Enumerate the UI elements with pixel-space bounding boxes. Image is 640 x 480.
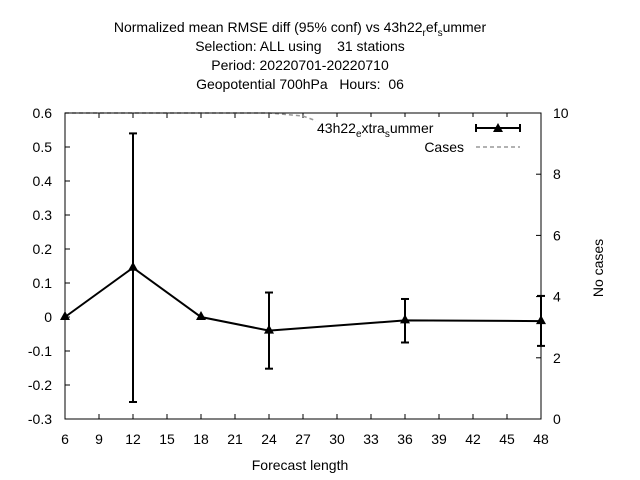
chart-title-line-4: Geopotential 700hPa Hours: 06 — [196, 76, 404, 92]
legend-background — [316, 117, 542, 155]
x-tick-label: 33 — [363, 431, 379, 447]
x-tick-label: 21 — [227, 431, 243, 447]
x-tick-label: 12 — [125, 431, 141, 447]
plot-border — [64, 112, 542, 420]
x-tick-label: 18 — [193, 431, 209, 447]
y-tick-label: -0.2 — [28, 377, 52, 393]
legend-series-marker — [493, 123, 503, 132]
y-tick-label: 0.5 — [33, 139, 53, 155]
y2-tick-label: 4 — [553, 289, 561, 305]
y2-axis-ticks: 0 2 4 6 8 10 — [536, 105, 569, 427]
legend: 43h22extrasummer Cases — [316, 117, 542, 155]
x-tick-label: 15 — [159, 431, 175, 447]
data-point-marker — [264, 324, 274, 334]
x-axis-ticks: 6 9 12 15 18 21 24 27 30 33 36 39 42 45 48 — [61, 113, 549, 447]
x-tick-label: 9 — [95, 431, 103, 447]
y2-tick-label: 8 — [553, 166, 561, 182]
legend-label-cases: Cases — [424, 139, 464, 155]
chart-title-line-2: Selection: ALL using 31 stations — [195, 38, 405, 54]
x-axis-label: Forecast length — [252, 457, 349, 473]
y-tick-label: 0.3 — [33, 207, 53, 223]
x-tick-label: 42 — [465, 431, 481, 447]
x-tick-label: 6 — [61, 431, 69, 447]
x-tick-label: 36 — [397, 431, 413, 447]
y2-tick-label: 2 — [553, 350, 561, 366]
y2-tick-label: 0 — [553, 411, 561, 427]
series-line — [64, 266, 542, 332]
y-tick-label: 0.6 — [33, 105, 53, 121]
x-tick-label: 30 — [329, 431, 345, 447]
y2-axis-label: No cases — [590, 239, 606, 297]
data-point-marker — [128, 261, 138, 271]
data-point-marker — [400, 314, 410, 324]
chart-title-line-1: Normalized mean RMSE diff (95% conf) vs … — [114, 19, 487, 39]
legend-label-series: 43h22extrasummer — [317, 120, 434, 140]
x-tick-label: 48 — [533, 431, 549, 447]
data-point-marker — [196, 311, 206, 320]
y-tick-label: -0.3 — [28, 411, 52, 427]
y-tick-label: -0.1 — [28, 343, 52, 359]
x-tick-label: 45 — [499, 431, 515, 447]
y2-tick-label: 6 — [553, 227, 561, 243]
y-tick-label: 0.1 — [33, 275, 53, 291]
chart-title-line-3: Period: 20220701-20220710 — [211, 57, 389, 73]
y-tick-label: 0 — [44, 309, 52, 325]
x-tick-label: 39 — [431, 431, 447, 447]
y-axis-ticks: -0.3 -0.2 -0.1 0 0.1 0.2 0.3 0.4 0.5 0.6 — [28, 105, 70, 427]
x-tick-label: 27 — [295, 431, 311, 447]
y-tick-label: 0.4 — [33, 173, 53, 189]
x-tick-label: 24 — [261, 431, 277, 447]
y-tick-label: 0.2 — [33, 241, 53, 257]
y2-tick-label: 10 — [553, 105, 569, 121]
